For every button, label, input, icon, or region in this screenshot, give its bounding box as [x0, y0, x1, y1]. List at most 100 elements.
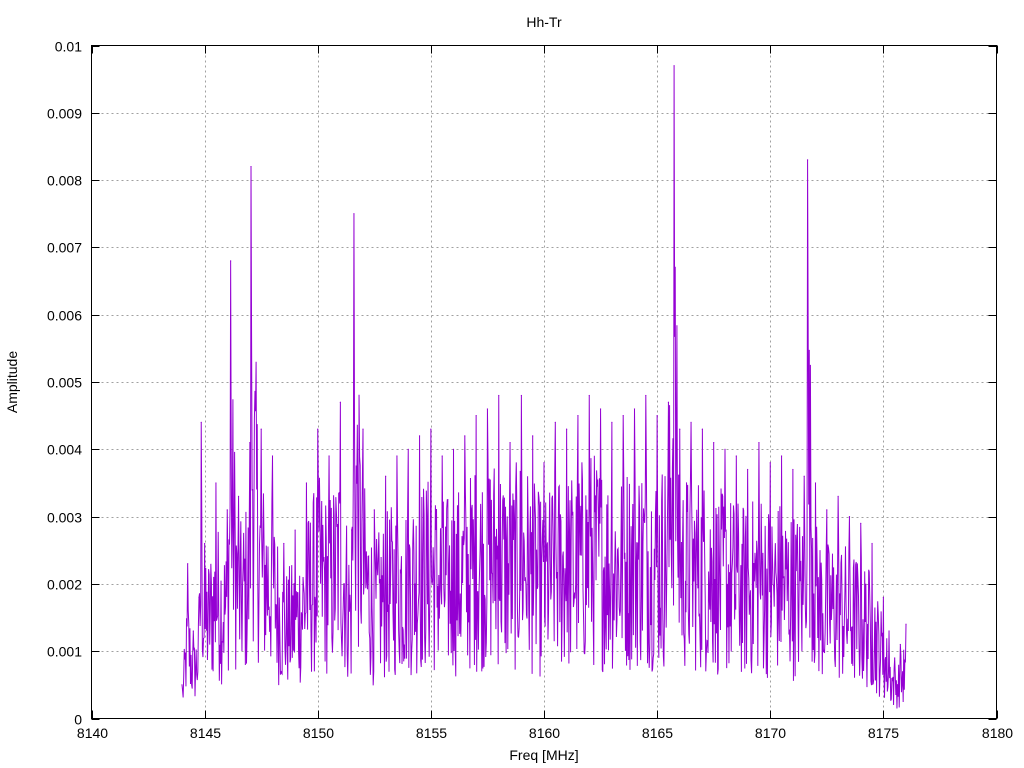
data-point — [758, 441, 760, 444]
data-point — [747, 468, 749, 471]
data-point — [780, 455, 783, 457]
ticks — [91, 45, 998, 720]
data-point — [351, 529, 353, 531]
y-tick-label: 0.01 — [55, 39, 82, 55]
y-tick-label: 0.008 — [47, 173, 82, 189]
data-point — [837, 495, 839, 498]
x-tick-label: 8160 — [529, 725, 560, 741]
y-tick-label: 0.007 — [47, 240, 82, 256]
data-point — [362, 428, 364, 430]
x-axis-label: Freq [MHz] — [509, 747, 578, 763]
x-tick-label: 8150 — [303, 725, 334, 741]
data-point — [871, 542, 873, 545]
y-tick-label: 0.006 — [47, 308, 82, 324]
data-point — [806, 159, 809, 161]
data-point — [486, 408, 489, 410]
data-point — [283, 542, 285, 545]
y-axis-label: Amplitude — [4, 351, 20, 413]
y-tick-label: 0.004 — [47, 442, 82, 458]
data-point — [543, 462, 545, 464]
data-point — [894, 657, 896, 659]
data-point — [826, 509, 828, 511]
data-point — [803, 475, 805, 477]
y-tick-label: 0 — [74, 712, 82, 728]
data-point — [230, 260, 232, 262]
data-point — [452, 448, 455, 450]
chart-title: Hh-Tr — [526, 14, 562, 30]
y-tick-label: 0.005 — [47, 375, 82, 391]
data-point — [373, 509, 375, 511]
data-point — [860, 522, 862, 524]
data-point — [396, 455, 398, 457]
data-point — [475, 415, 477, 417]
data-point — [673, 65, 675, 67]
data-point — [418, 435, 421, 437]
data-point — [441, 455, 443, 457]
data-point — [611, 421, 613, 423]
data-point — [633, 408, 636, 410]
data-point — [735, 455, 737, 457]
data-point — [187, 563, 189, 565]
data-point — [509, 441, 511, 444]
data-point — [328, 455, 330, 457]
data-point — [192, 630, 194, 632]
data-point — [701, 428, 703, 430]
data-point — [226, 509, 228, 511]
data-point — [532, 435, 534, 437]
data-point — [200, 421, 202, 423]
data-point — [237, 495, 240, 498]
x-tick-label: 8175 — [868, 725, 899, 741]
x-tick-labels: 8140 8145 8150 8155 8160 8165 8170 8175 8180 — [77, 725, 1013, 741]
data-point — [690, 421, 692, 423]
data-point — [679, 428, 681, 430]
series-layer — [181, 65, 907, 709]
y-tick-label: 0.003 — [47, 510, 82, 526]
data-point — [814, 482, 817, 484]
data-point — [250, 166, 252, 168]
data-point — [554, 421, 556, 423]
data-point — [520, 394, 522, 397]
data-point — [353, 213, 355, 215]
data-point — [622, 415, 624, 417]
data-point — [339, 401, 341, 403]
data-point — [724, 448, 726, 450]
data-point — [181, 684, 183, 686]
x-tick-label: 8145 — [190, 725, 221, 741]
data-point — [792, 468, 794, 471]
data-point — [260, 428, 262, 430]
data-point — [713, 441, 715, 444]
y-tick-label: 0.002 — [47, 577, 82, 593]
data-point — [215, 482, 217, 484]
y-tick-label: 0.001 — [47, 644, 82, 660]
data-point — [905, 623, 907, 625]
x-tick-label: 8180 — [982, 725, 1013, 741]
x-tick-label: 8170 — [755, 725, 786, 741]
data-point — [645, 394, 647, 397]
data-point — [271, 455, 274, 457]
y-tick-labels: 0 0.001 0.002 0.003 0.004 0.005 0.006 0.007 0.00… — [47, 39, 82, 728]
data-point — [566, 428, 568, 430]
data-point — [667, 401, 670, 403]
data-point — [249, 441, 251, 444]
data-point — [882, 596, 884, 598]
data-point — [588, 394, 590, 397]
data-point — [498, 394, 500, 397]
x-tick-label: 8165 — [642, 725, 673, 741]
data-point — [407, 448, 409, 450]
data-point — [198, 596, 200, 598]
data-point — [305, 482, 308, 484]
data-point — [294, 529, 296, 531]
data-point — [656, 415, 658, 417]
x-tick-label: 8155 — [416, 725, 447, 741]
data-point — [769, 462, 771, 464]
data-point — [577, 415, 579, 417]
data-point — [385, 475, 387, 477]
data-point — [848, 516, 851, 518]
data-point — [430, 428, 432, 430]
data-point — [888, 630, 890, 632]
data-point — [599, 408, 602, 410]
data-point — [464, 435, 466, 437]
data-point — [317, 428, 319, 430]
x-tick-label: 8140 — [77, 725, 108, 741]
